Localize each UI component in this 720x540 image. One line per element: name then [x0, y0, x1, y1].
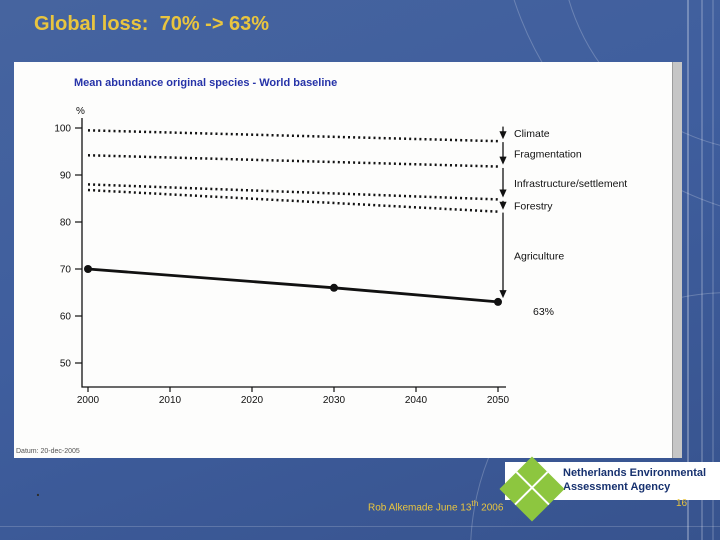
- loss-arrow-head: [499, 201, 507, 210]
- footer-credit-text: Rob Alkemade June 13: [368, 502, 472, 514]
- pressure-label: Fragmentation: [514, 148, 582, 160]
- background-horizontal-line: [0, 526, 720, 527]
- series-line-dotted: [87, 183, 499, 201]
- series-line-dotted: [87, 154, 499, 168]
- background-vertical-line: [701, 0, 703, 540]
- loss-arrow-head: [499, 189, 507, 198]
- y-tick-label: 90: [60, 171, 72, 182]
- background-vertical-line: [712, 0, 714, 540]
- axis: [81, 118, 506, 388]
- pressure-label: Agriculture: [514, 250, 564, 262]
- panel-scrollbar[interactable]: [672, 62, 682, 458]
- chart-panel: 50 60 70 80 90 100 2000 2010 2020 2030 2040 2050% Cl…: [14, 62, 682, 458]
- stray-bullet: .: [36, 483, 40, 499]
- y-tick-label: 60: [60, 312, 72, 323]
- chart-footnote: Datum: 20-dec-2005: [16, 448, 80, 455]
- x-tick-label: 2010: [159, 395, 182, 406]
- x-tick-label: 2000: [77, 395, 100, 406]
- footer-credit-text-suffix: 2006: [478, 502, 504, 514]
- loss-arrow-head: [499, 131, 507, 140]
- loss-arrow-head: [499, 290, 507, 299]
- chart-canvas: 50 60 70 80 90 100 2000 2010 2020 2030 2040 2050% Cl…: [54, 106, 627, 406]
- data-point: [494, 297, 502, 306]
- loss-arrow-head: [499, 156, 507, 165]
- x-tick-label: 2040: [405, 395, 428, 406]
- slide-title: Global loss: 70% -> 63%: [34, 13, 270, 35]
- data-point: [330, 283, 338, 292]
- pressure-label: Climate: [514, 128, 550, 140]
- y-tick-label: 50: [60, 359, 72, 370]
- pressure-label: Forestry: [514, 200, 553, 212]
- y-tick-label: 80: [60, 218, 72, 229]
- x-tick-label: 2050: [487, 395, 510, 406]
- agency-name-line2: Assessment Agency: [563, 480, 671, 493]
- series-line-solid: [87, 267, 499, 304]
- footer-credit-superscript: th: [471, 498, 479, 508]
- y-tick-label: 70: [60, 265, 72, 276]
- data-point: [84, 265, 92, 273]
- pressure-label: Infrastructure/settlement: [514, 178, 627, 190]
- series-line-dotted: [87, 129, 499, 143]
- footer-credit: Rob Alkemade June 13th 2006: [368, 498, 503, 513]
- background-vertical-line: [687, 0, 689, 540]
- agency-name: Netherlands Environmental Assessment Age…: [563, 467, 706, 494]
- x-tick-label: 2030: [323, 395, 346, 406]
- chart-title: Mean abundance original species - World …: [74, 77, 338, 89]
- page-number: 16: [676, 498, 688, 509]
- agency-name-line1: Netherlands Environmental: [563, 467, 707, 479]
- series-line-dotted: [87, 188, 499, 213]
- x-tick-label: 2020: [241, 395, 264, 406]
- y-axis-label: %: [76, 106, 85, 117]
- end-value-label: 63%: [533, 306, 554, 318]
- y-tick-label: 100: [54, 124, 71, 135]
